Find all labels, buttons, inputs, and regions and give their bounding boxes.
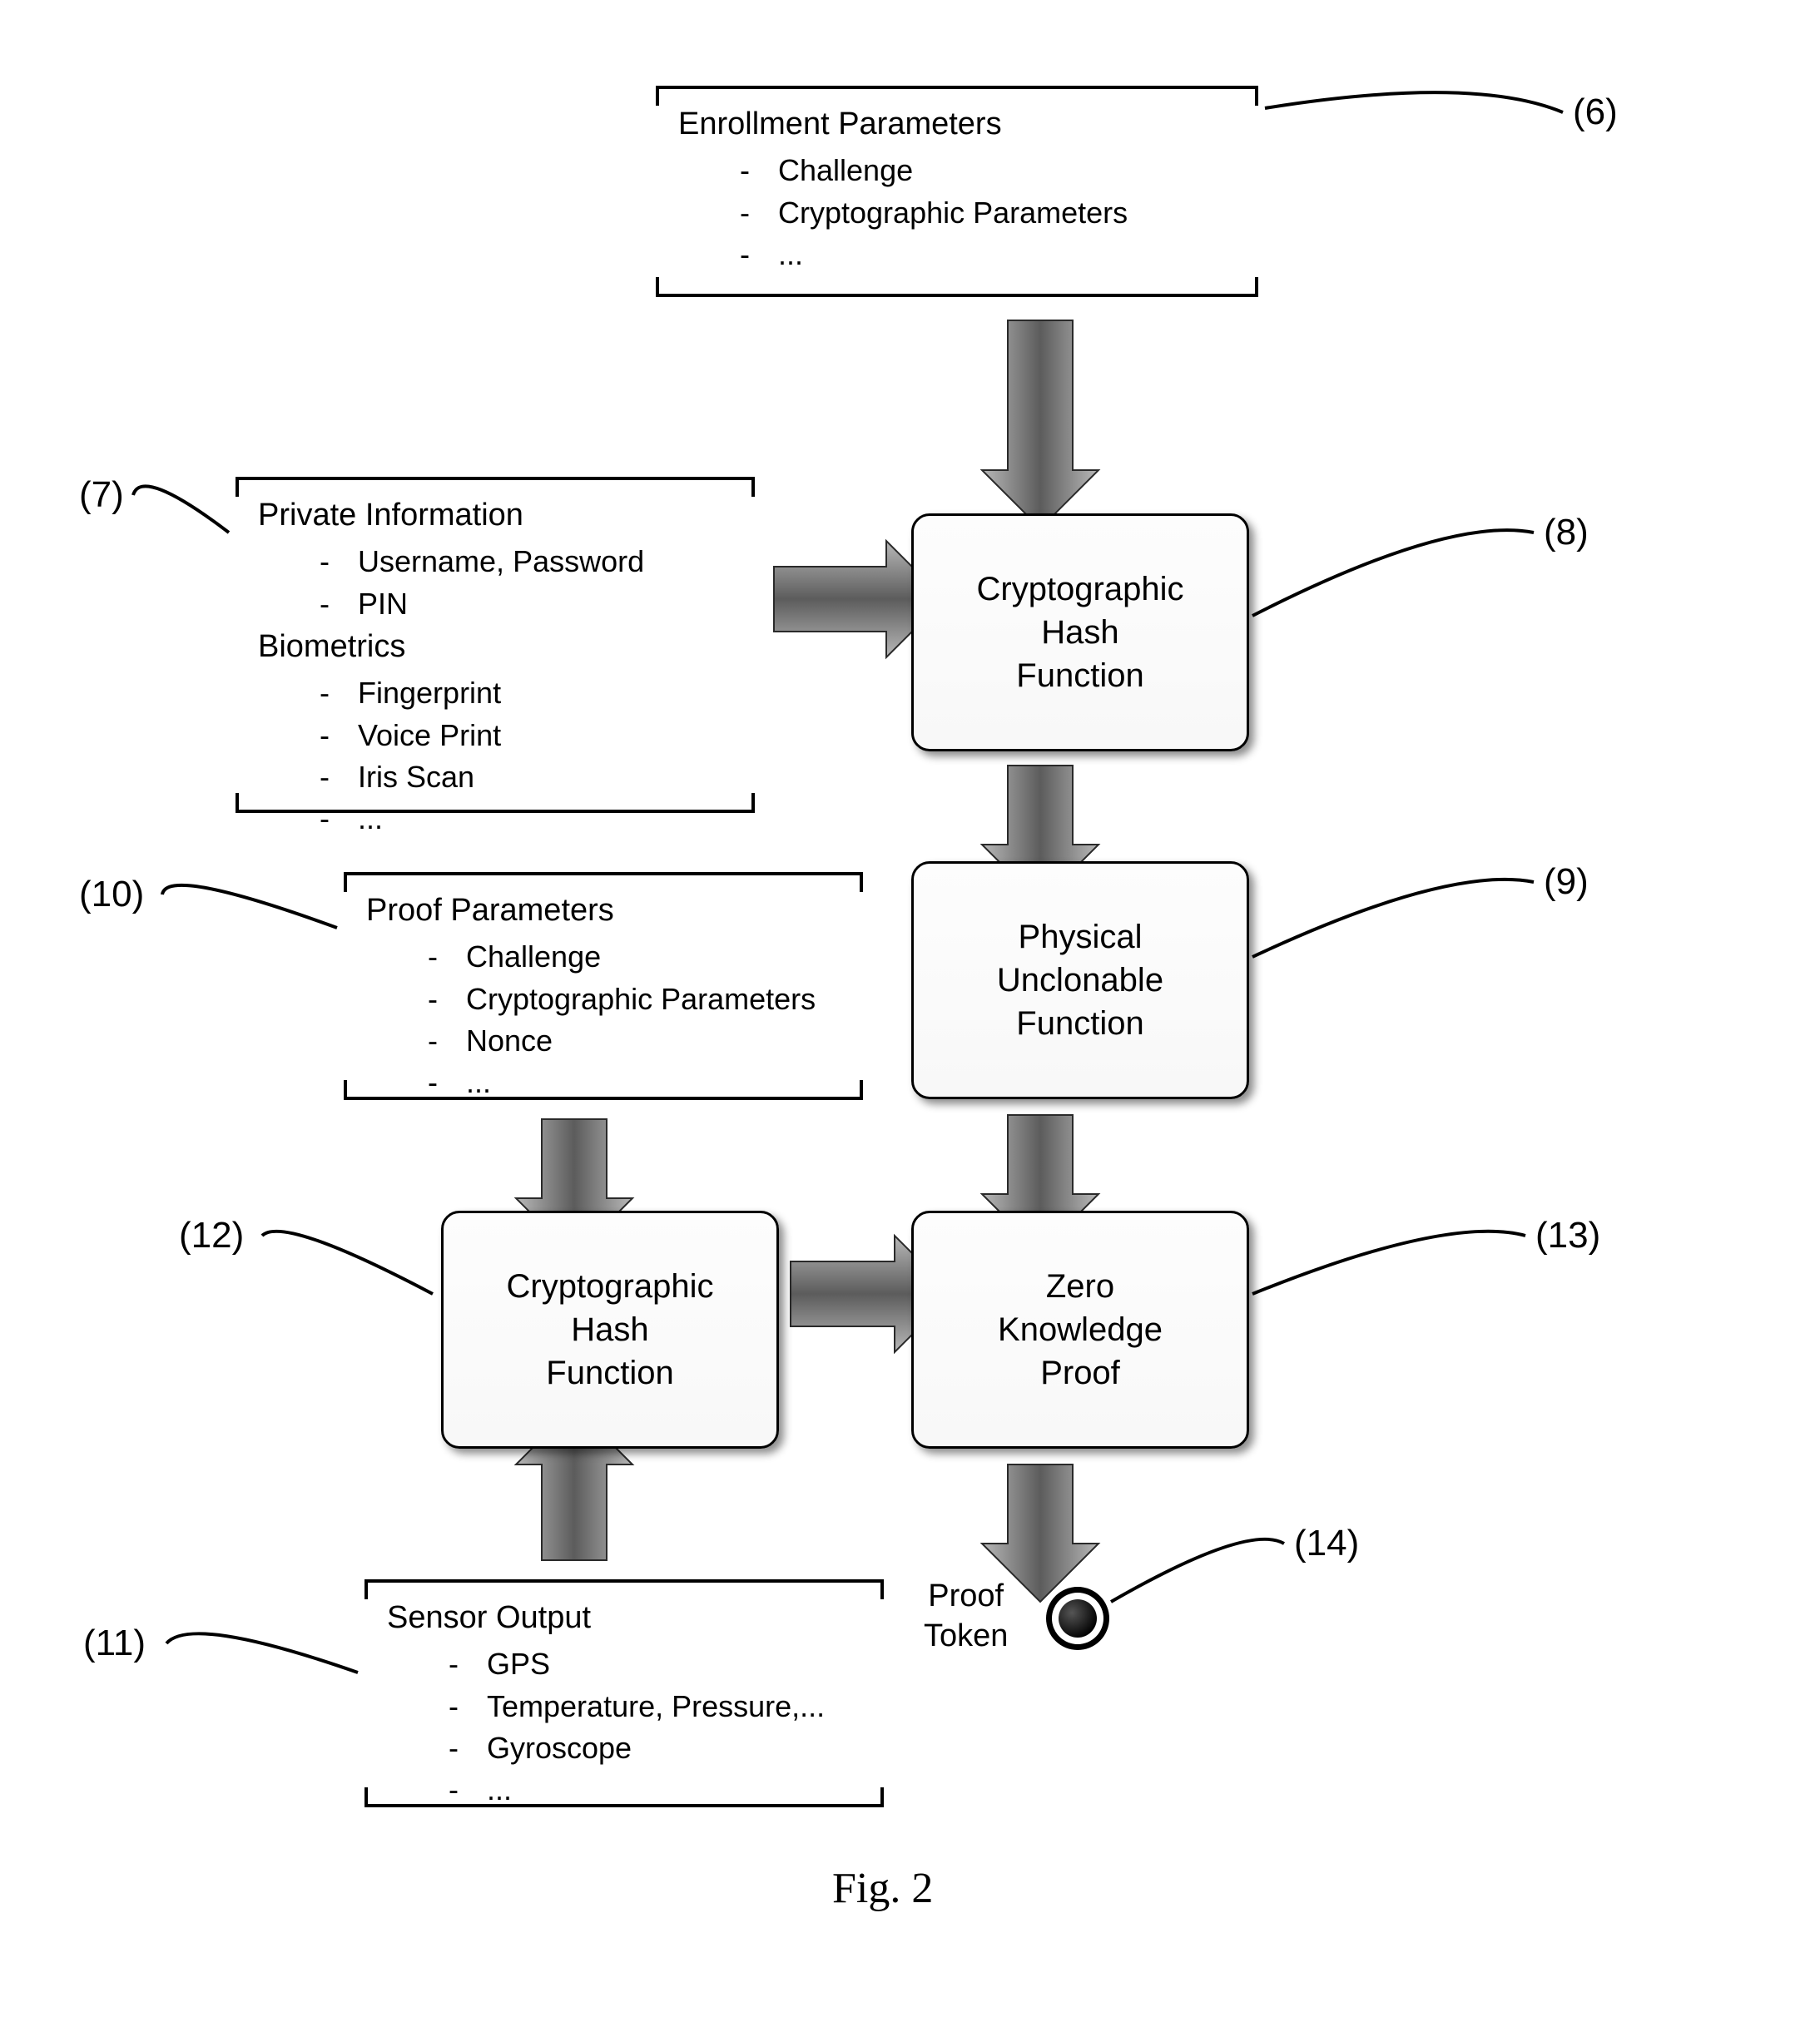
proof-bracket: Proof Parameters-Challenge-Cryptographic… (366, 889, 849, 1104)
puf-line: Physical (1019, 915, 1143, 959)
ref-label-l6: (6) (1573, 92, 1618, 133)
enroll-item: -Cryptographic Parameters (712, 192, 1244, 234)
private-title2: Biometrics (258, 625, 741, 669)
proof-item: -Nonce (399, 1020, 849, 1062)
hash2-box: CryptographicHashFunction (441, 1211, 779, 1449)
hash1-box: CryptographicHashFunction (911, 513, 1249, 751)
ref-label-l9: (9) (1544, 861, 1589, 903)
sensor-item: -... (420, 1769, 870, 1811)
proof-item: -Challenge (399, 936, 849, 978)
sensor-item: -Gyroscope (420, 1727, 870, 1769)
hash1-line: Function (1016, 654, 1143, 697)
enroll-item: -Challenge (712, 150, 1244, 191)
ref-label-l7: (7) (79, 474, 124, 516)
zkp-box: ZeroKnowledgeProof (911, 1211, 1249, 1449)
zkp-line: Zero (1046, 1265, 1114, 1308)
svg-overlay (0, 0, 1820, 2022)
hash2-line: Cryptographic (506, 1265, 713, 1308)
private-item2: -Iris Scan (291, 756, 741, 798)
private-title: Private Information (258, 493, 741, 538)
ref-label-l14: (14) (1294, 1523, 1359, 1564)
ref-label-l12: (12) (179, 1215, 244, 1256)
enroll-title: Enrollment Parameters (678, 102, 1244, 146)
proof-item: -... (399, 1062, 849, 1103)
proof-token-label: ProofToken (924, 1577, 1008, 1656)
sensor-title: Sensor Output (387, 1596, 870, 1640)
figure-caption: Fig. 2 (832, 1864, 933, 1913)
ref-label-l11: (11) (83, 1623, 146, 1664)
sensor-bracket: Sensor Output-GPS-Temperature, Pressure,… (387, 1596, 870, 1811)
hash1-line: Hash (1041, 611, 1118, 654)
private-item: -Username, Password (291, 541, 741, 582)
puf-line: Unclonable (997, 959, 1163, 1002)
private-item2: -Fingerprint (291, 672, 741, 714)
puf-box: PhysicalUnclonableFunction (911, 861, 1249, 1099)
puf-line: Function (1016, 1002, 1143, 1045)
proof-item: -Cryptographic Parameters (399, 979, 849, 1020)
sensor-item: -GPS (420, 1643, 870, 1685)
enroll-bracket: Enrollment Parameters-Challenge-Cryptogr… (678, 102, 1244, 275)
hash2-line: Function (546, 1351, 673, 1395)
sensor-item: -Temperature, Pressure,... (420, 1686, 870, 1727)
ref-label-l13: (13) (1535, 1215, 1600, 1256)
ref-label-l10: (10) (79, 874, 144, 915)
ref-label-l8: (8) (1544, 512, 1589, 553)
private-item2: -Voice Print (291, 715, 741, 756)
diagram-canvas: CryptographicHashFunctionPhysicalUnclona… (0, 0, 1820, 2022)
private-bracket: Private Information-Username, Password-P… (258, 493, 741, 840)
hash2-line: Hash (571, 1308, 648, 1351)
private-item: -PIN (291, 583, 741, 625)
zkp-line: Proof (1040, 1351, 1120, 1395)
hash1-line: Cryptographic (976, 567, 1183, 611)
proof-title: Proof Parameters (366, 889, 849, 933)
enroll-item: -... (712, 234, 1244, 275)
private-item2: -... (291, 798, 741, 840)
zkp-line: Knowledge (998, 1308, 1163, 1351)
